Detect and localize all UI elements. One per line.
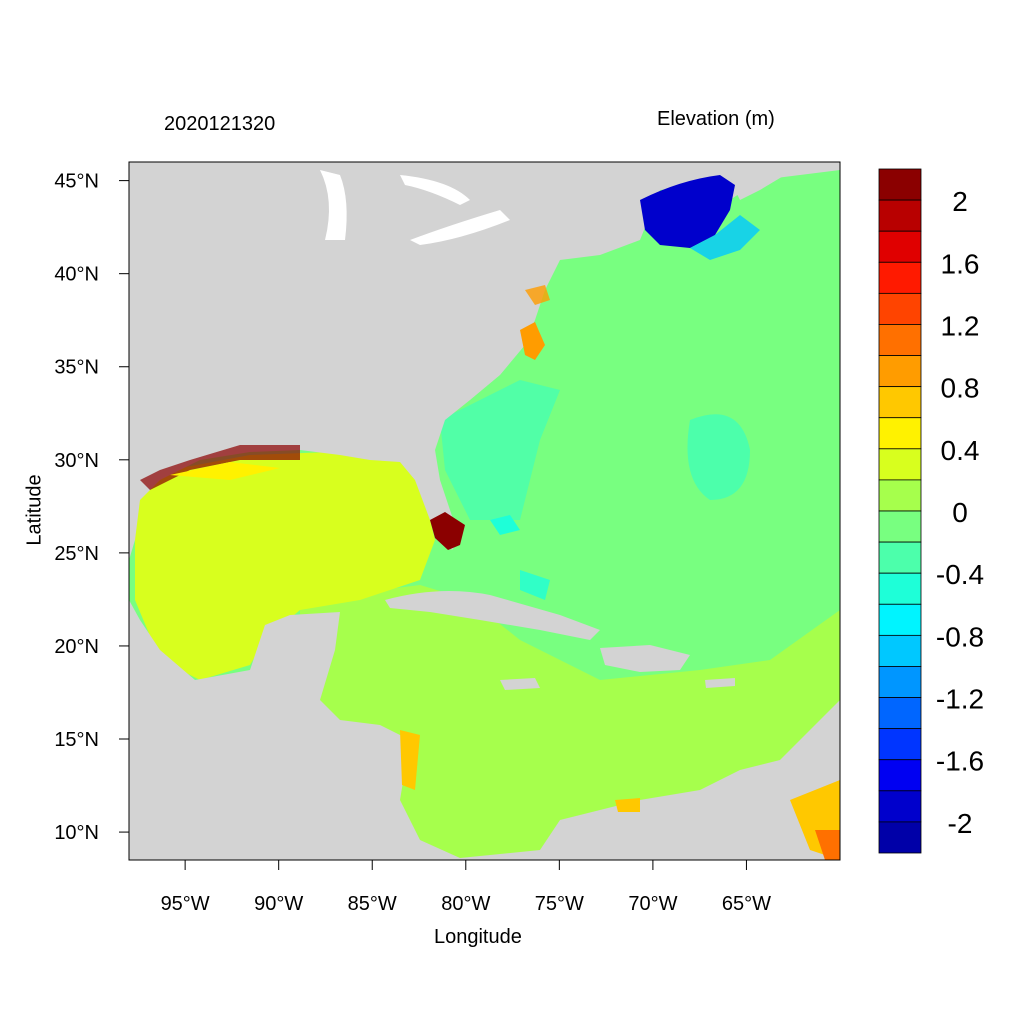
x-axis-ticks: 95°W 90°W 85°W 80°W 75°W 70°W 65°W [161, 860, 771, 915]
colorbar-label: 0 [952, 497, 968, 528]
colorbar-swatch [878, 728, 922, 761]
lake-erie [410, 210, 510, 245]
colorbar-label: 1.2 [941, 310, 980, 341]
hispaniola-island [600, 645, 690, 672]
colorbar-swatch [878, 355, 922, 388]
colorbar-swatch [878, 230, 922, 263]
colorbar-swatch [878, 417, 922, 450]
nicaragua-coast-high-zone [400, 730, 420, 790]
lake-huron [400, 175, 470, 205]
colorbar-label: -0.8 [936, 621, 984, 652]
colorbar-swatch [878, 697, 922, 730]
jamaica-island [500, 678, 540, 690]
colorbar-swatch [878, 292, 922, 325]
x-tick-label: 70°W [628, 893, 677, 915]
colorbar-swatch [878, 572, 922, 605]
colorbar [878, 168, 922, 854]
colorbar-swatch [878, 199, 922, 232]
bahamas-low-zone [490, 515, 520, 535]
colorbar-label: -0.4 [936, 559, 984, 590]
colorbar-swatch [878, 448, 922, 481]
north-america-landmass [129, 162, 840, 560]
x-axis-title: Longitude [434, 926, 522, 948]
x-tick-label: 75°W [535, 893, 584, 915]
y-tick-label: 45°N [54, 171, 99, 193]
x-tick-label: 90°W [254, 893, 303, 915]
gulf-of-mexico-area [135, 452, 435, 680]
y-tick-label: 15°N [54, 729, 99, 751]
y-tick-label: 40°N [54, 264, 99, 286]
bahamas-south-low-zone [520, 570, 550, 600]
plot-frame [128, 161, 841, 861]
colorbar-swatch [878, 666, 922, 698]
colorbar-swatch [878, 634, 922, 667]
y-tick-label: 35°N [54, 357, 99, 379]
colorbar-swatch [878, 759, 922, 792]
colorbar-label: -1.2 [936, 684, 984, 715]
chesapeake-surge [525, 285, 550, 305]
y-tick-label: 20°N [54, 636, 99, 658]
figure-date-label: 2020121320 [164, 113, 276, 135]
colorbar-swatch [878, 541, 922, 574]
map-plot-area [129, 162, 840, 860]
trinidad-coast-peak-zone [815, 830, 840, 860]
colorbar-swatch [878, 821, 922, 854]
colorbar-swatch [878, 790, 922, 823]
maracaibo-high-zone [615, 798, 640, 812]
lake-michigan [320, 170, 347, 240]
y-tick-label: 30°N [54, 450, 99, 472]
y-tick-label: 25°N [54, 543, 99, 565]
louisiana-coast-high-zone [170, 462, 280, 480]
nova-scotia [730, 168, 790, 200]
puerto-rico-island [705, 678, 735, 688]
x-tick-label: 95°W [161, 893, 210, 915]
x-tick-label: 85°W [348, 893, 397, 915]
offshore-low-zone [440, 380, 560, 520]
colorbar-swatch [878, 261, 922, 294]
colorbar-swatch [878, 479, 922, 512]
colorbar-swatch [878, 168, 922, 201]
x-tick-label: 65°W [722, 893, 771, 915]
gulf-of-maine-negative-surge [640, 175, 735, 248]
mid-atlantic-low-zone [687, 414, 750, 500]
gulf-coast-surge-band [140, 445, 300, 490]
x-tick-label: 80°W [441, 893, 490, 915]
y-tick-label: 10°N [54, 822, 99, 844]
colorbar-label: -2 [948, 808, 973, 839]
cuba-island [385, 591, 600, 640]
colorbar-label: 0.8 [941, 373, 980, 404]
colorbar-swatch [878, 603, 922, 636]
outer-banks-surge [520, 322, 545, 360]
colorbar-swatch [878, 324, 922, 356]
gulf-of-maine-surge-fringe [690, 215, 760, 260]
colorbar-swatch [878, 386, 922, 419]
central-america-landmass [129, 600, 840, 860]
y-axis-ticks: 45°N 40°N 35°N 30°N 25°N 20°N 15°N 10°N [54, 171, 129, 844]
south-florida-surge [430, 512, 465, 550]
colorbar-label: 1.6 [941, 248, 980, 279]
colorbar-labels: 2 1.6 1.2 0.8 0.4 0 -0.4 -0.8 -1.2 -1.6 -2 [936, 186, 984, 839]
colorbar-label: -1.6 [936, 746, 984, 777]
colorbar-label: 2 [952, 186, 968, 217]
figure-title: Elevation (m) [657, 108, 775, 130]
colorbar-label: 0.4 [941, 435, 980, 466]
colorbar-swatch [878, 510, 922, 543]
